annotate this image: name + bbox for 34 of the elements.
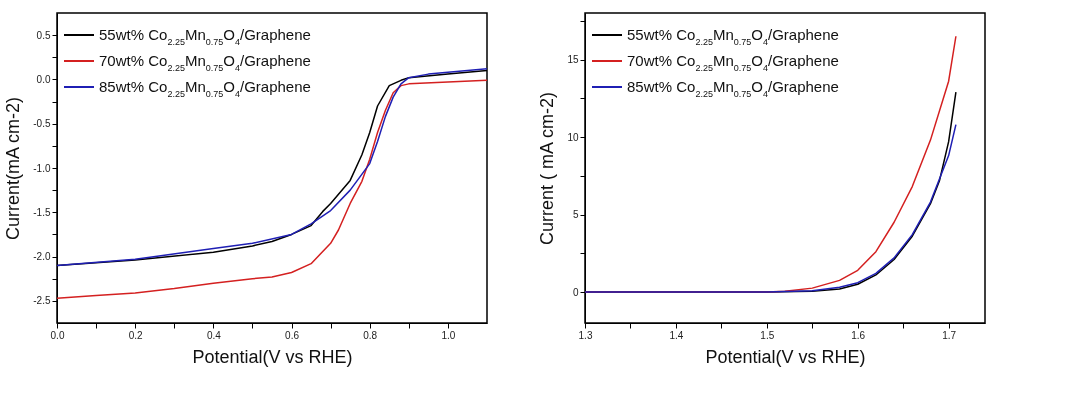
- x-tick-label: 0.0: [50, 329, 65, 341]
- y-tick-label: -0.5: [33, 118, 51, 130]
- y-tick-label: 0.5: [36, 29, 51, 41]
- y-tick-label: 15: [567, 54, 579, 65]
- y-tick-label: -2.5: [33, 295, 51, 307]
- x-tick-label: 1.4: [669, 329, 684, 341]
- x-tick-label: 0.4: [206, 329, 222, 341]
- line-series: [585, 123, 957, 293]
- y-tick-label: 0.0: [36, 73, 51, 85]
- y-tick-label: 10: [567, 131, 579, 143]
- y-axis-title: Current(mA cm-2): [3, 96, 24, 241]
- legend-label: 55wt% Co$_{2.25}$Mn$_{0.75}$O$_{4}$/Graphene: [627, 26, 839, 47]
- y-tick-label: 5: [572, 209, 579, 220]
- y-tick-label: -2.0: [33, 251, 51, 263]
- legend-label: 85wt% Co$_{2.25}$Mn$_{0.75}$O$_{4}$/Graphene: [627, 78, 839, 99]
- x-tick-label: 1.0: [441, 329, 456, 341]
- legend-label: 55wt% Co$_{2.25}$Mn$_{0.75}$O$_{4}$/Graphene: [99, 26, 311, 47]
- x-tick-label: 0.2: [128, 329, 144, 341]
- legend-label: 70wt% Co$_{2.25}$Mn$_{0.75}$O$_{4}$/Graphene: [627, 52, 839, 73]
- x-axis-title: Potential(V vs RHE): [705, 346, 866, 367]
- x-tick-label: 0.8: [363, 329, 378, 341]
- legend-label: 85wt% Co$_{2.25}$Mn$_{0.75}$O$_{4}$/Graphene: [99, 78, 311, 99]
- x-tick-label: 1.6: [851, 329, 866, 341]
- x-tick-label: 0.6: [285, 329, 300, 341]
- y-tick-label: -1.0: [33, 162, 51, 174]
- x-axis-title: Potential(V vs RHE): [192, 346, 353, 367]
- x-tick-label: 1.7: [942, 329, 957, 341]
- y-axis-title: Current ( mA cm-2): [537, 91, 558, 246]
- y-tick-label: 0: [572, 286, 579, 298]
- x-tick-label: 1.3: [578, 329, 593, 341]
- x-tick-label: 1.5: [760, 329, 775, 341]
- y-tick-label: -1.5: [33, 206, 51, 218]
- legend-label: 70wt% Co$_{2.25}$Mn$_{0.75}$O$_{4}$/Graphene: [99, 52, 311, 73]
- line-series: [57, 79, 487, 299]
